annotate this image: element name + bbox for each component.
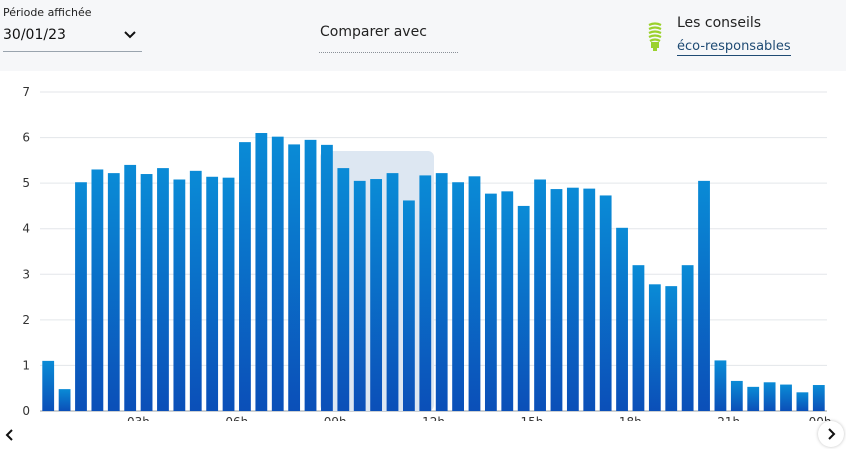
bar[interactable]	[58, 389, 71, 411]
bar[interactable]	[304, 139, 317, 411]
bar[interactable]	[140, 174, 153, 411]
bar[interactable]	[452, 182, 464, 411]
bar[interactable]	[648, 284, 661, 411]
bar[interactable]	[632, 265, 645, 411]
x-tick-label: 12h	[422, 415, 445, 421]
x-tick-label: 09h	[324, 415, 347, 421]
bar[interactable]	[583, 188, 596, 411]
y-tick-label: 2	[22, 313, 30, 327]
bar[interactable]	[484, 193, 497, 411]
period-dropdown[interactable]: 30/01/23	[3, 24, 142, 52]
bar[interactable]	[517, 205, 530, 411]
bar[interactable]	[91, 169, 104, 411]
bar[interactable]	[255, 133, 268, 411]
bars	[42, 133, 825, 411]
next-arrow-button[interactable]	[818, 421, 844, 447]
consumption-bar-chart: 0 1 2 3 4 5 6 7 03h 06h 09h 12h 15h 18h 21h 00h	[22, 85, 832, 421]
x-tick-label: 18h	[619, 415, 642, 421]
bar[interactable]	[468, 176, 481, 411]
bar[interactable]	[124, 164, 137, 411]
chevron-right-icon	[828, 428, 836, 440]
bar[interactable]	[747, 386, 760, 411]
y-tick-label: 7	[22, 85, 30, 99]
compare-label: Comparer avec	[320, 24, 427, 40]
y-tick-label: 0	[22, 404, 30, 418]
lightbulb-icon	[648, 22, 662, 51]
bar[interactable]	[730, 380, 743, 411]
bar[interactable]	[353, 180, 366, 411]
x-tick-label: 03h	[127, 415, 150, 421]
x-tick-label: 15h	[520, 415, 543, 421]
bar[interactable]	[222, 177, 235, 411]
top-toolbar: Période affichée 30/01/23 Comparer avec …	[0, 0, 846, 71]
bar[interactable]	[239, 142, 251, 411]
y-tick-label: 1	[22, 358, 30, 372]
period-value: 30/01/23	[3, 27, 66, 43]
bar[interactable]	[681, 265, 694, 411]
bar[interactable]	[796, 392, 809, 411]
y-tick-label: 4	[22, 222, 30, 236]
bar[interactable]	[337, 168, 350, 411]
bar[interactable]	[419, 175, 432, 411]
bar[interactable]	[599, 195, 612, 411]
x-axis-labels: 03h 06h 09h 12h 15h 18h 21h 00h	[127, 415, 832, 421]
chevron-left-icon	[5, 429, 13, 441]
x-tick-label: 06h	[225, 415, 248, 421]
bar[interactable]	[435, 173, 448, 411]
bar[interactable]	[714, 360, 727, 411]
bar[interactable]	[173, 179, 186, 411]
period-label: Période affichée	[3, 6, 92, 19]
bar[interactable]	[550, 189, 563, 411]
x-tick-label: 21h	[717, 415, 740, 421]
x-tick-label: 00h	[809, 415, 832, 421]
bar[interactable]	[321, 144, 333, 411]
bar[interactable]	[698, 180, 710, 411]
y-tick-label: 6	[22, 131, 30, 145]
bar[interactable]	[157, 168, 169, 411]
bar[interactable]	[566, 187, 579, 411]
bar[interactable]	[665, 286, 678, 411]
bar[interactable]	[386, 173, 399, 411]
bar[interactable]	[75, 182, 87, 411]
bar[interactable]	[189, 170, 202, 411]
bar[interactable]	[780, 384, 792, 411]
y-tick-label: 3	[22, 267, 30, 281]
tips-title: Les conseils	[677, 15, 762, 31]
tips-link[interactable]: éco-responsables	[677, 39, 791, 56]
chevron-down-icon	[124, 31, 136, 39]
bar[interactable]	[42, 360, 55, 411]
bar[interactable]	[403, 200, 415, 411]
bar[interactable]	[812, 385, 825, 411]
previous-arrow-button[interactable]	[0, 424, 20, 446]
y-tick-label: 5	[22, 176, 30, 190]
bar[interactable]	[501, 191, 514, 411]
bar[interactable]	[107, 173, 120, 411]
bar[interactable]	[534, 179, 546, 411]
bar[interactable]	[616, 227, 628, 411]
y-axis-labels: 0 1 2 3 4 5 6 7	[22, 85, 30, 418]
bar[interactable]	[288, 144, 301, 411]
bar[interactable]	[370, 179, 383, 411]
bar[interactable]	[763, 382, 776, 411]
bar[interactable]	[206, 176, 219, 411]
bar[interactable]	[271, 136, 284, 411]
compare-dropdown[interactable]: Comparer avec	[319, 22, 458, 53]
